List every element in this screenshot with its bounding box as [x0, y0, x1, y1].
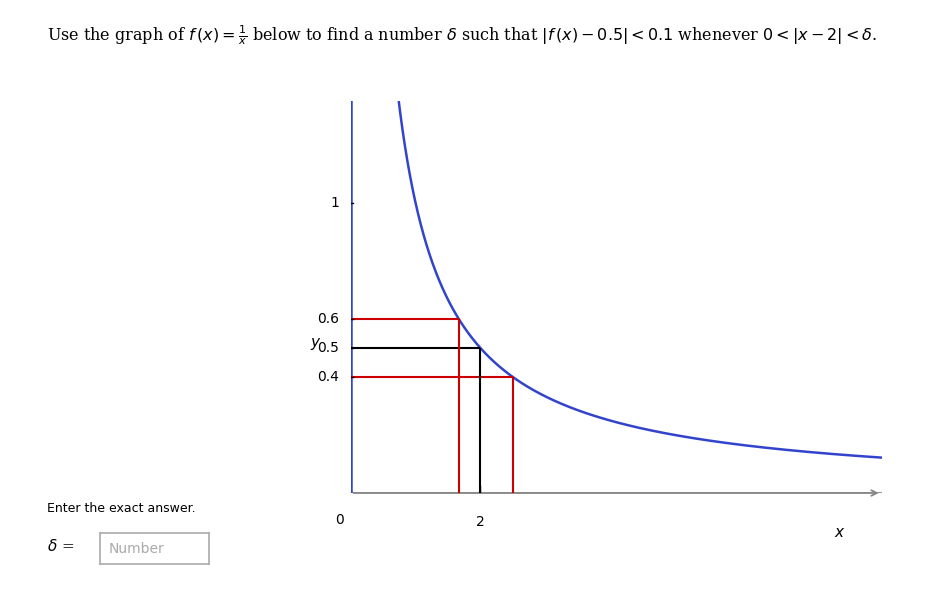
Text: 0.4: 0.4 — [318, 370, 339, 384]
Text: Use the graph of $f\,(x) = \frac{1}{x}$ below to find a number $\delta$ such tha: Use the graph of $f\,(x) = \frac{1}{x}$ … — [47, 24, 878, 48]
Text: 2: 2 — [476, 515, 484, 529]
Text: Enter the exact answer.: Enter the exact answer. — [47, 502, 196, 515]
Text: 0: 0 — [335, 513, 343, 527]
Text: Number: Number — [108, 542, 164, 556]
Text: y: y — [311, 334, 319, 349]
Text: 0.5: 0.5 — [318, 341, 339, 355]
Text: $\delta$ =: $\delta$ = — [47, 538, 75, 554]
Text: x: x — [834, 525, 844, 540]
Text: 0.6: 0.6 — [318, 312, 339, 326]
Text: 1: 1 — [330, 195, 339, 210]
